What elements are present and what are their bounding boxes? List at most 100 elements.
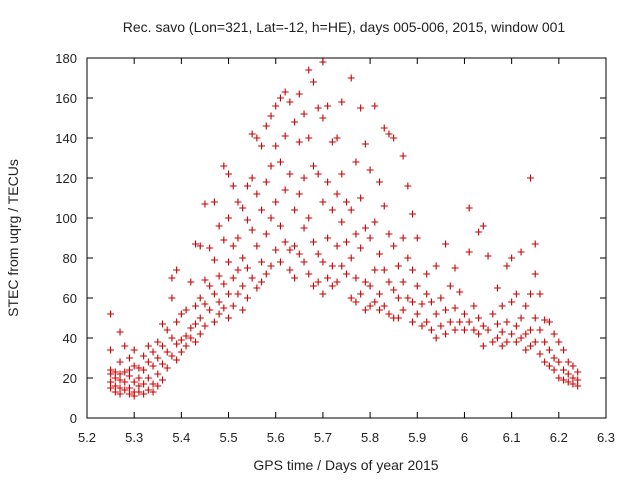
data-point <box>451 304 459 312</box>
data-point <box>357 104 365 112</box>
data-point <box>465 318 473 326</box>
data-point <box>206 306 214 314</box>
data-point <box>409 318 417 326</box>
data-point <box>357 194 365 202</box>
data-point <box>309 238 317 246</box>
data-point <box>309 78 317 86</box>
data-point <box>333 242 341 250</box>
data-point <box>187 324 195 332</box>
data-point <box>333 190 341 198</box>
data-point <box>361 140 369 148</box>
data-point <box>229 182 237 190</box>
data-point <box>432 334 440 342</box>
data-point <box>390 286 398 294</box>
data-point <box>569 374 577 382</box>
data-point <box>479 322 487 330</box>
data-point <box>328 282 336 290</box>
data-point <box>531 314 539 322</box>
data-point <box>555 374 563 382</box>
data-point <box>125 366 133 374</box>
data-point <box>149 388 157 396</box>
data-point <box>234 266 242 274</box>
data-point <box>522 346 530 354</box>
data-point <box>333 134 341 142</box>
data-point <box>305 134 313 142</box>
data-point <box>116 358 124 366</box>
data-point <box>564 358 572 366</box>
data-point <box>210 256 218 264</box>
data-point <box>564 378 572 386</box>
data-point <box>451 326 459 334</box>
data-point <box>291 242 299 250</box>
data-point <box>121 342 129 350</box>
data-point <box>390 242 398 250</box>
data-point <box>456 318 464 326</box>
y-tick-label: 160 <box>55 91 77 106</box>
data-point <box>437 322 445 330</box>
data-point <box>144 358 152 366</box>
data-point <box>404 294 412 302</box>
data-point <box>272 246 280 254</box>
data-point <box>314 170 322 178</box>
chart-title: Rec. savo (Lon=321, Lat=-12, h=HE), days… <box>123 19 566 35</box>
data-point <box>536 326 544 334</box>
data-point <box>309 162 317 170</box>
data-point <box>253 242 261 250</box>
data-point <box>206 282 214 290</box>
data-point <box>371 218 379 226</box>
data-point <box>215 222 223 230</box>
data-point <box>276 94 284 102</box>
data-point <box>130 362 138 370</box>
data-point <box>574 376 582 384</box>
data-point <box>295 138 303 146</box>
data-point <box>149 380 157 388</box>
data-point <box>347 254 355 262</box>
data-point <box>158 360 166 368</box>
data-point <box>173 356 181 364</box>
data-point <box>328 206 336 214</box>
x-tick-label: 5.5 <box>220 430 238 445</box>
data-point <box>314 278 322 286</box>
data-point <box>413 310 421 318</box>
data-point <box>531 240 539 248</box>
data-point <box>300 174 308 182</box>
y-tick-label: 80 <box>63 251 77 266</box>
data-point <box>300 110 308 118</box>
data-point <box>503 338 511 346</box>
data-point <box>536 350 544 358</box>
data-point <box>149 348 157 356</box>
data-point <box>503 262 511 270</box>
data-point <box>333 278 341 286</box>
data-point <box>291 274 299 282</box>
data-point <box>163 364 171 372</box>
data-point <box>541 338 549 346</box>
data-point <box>130 346 138 354</box>
data-point <box>116 328 124 336</box>
data-point <box>225 290 233 298</box>
data-point <box>300 258 308 266</box>
data-point <box>173 266 181 274</box>
data-point <box>305 214 313 222</box>
data-point <box>192 320 200 328</box>
data-point <box>234 234 242 242</box>
data-point <box>286 246 294 254</box>
data-point <box>328 262 336 270</box>
data-point <box>206 244 214 252</box>
data-point <box>168 274 176 282</box>
x-tick-label: 5.6 <box>267 430 285 445</box>
data-point <box>210 290 218 298</box>
data-point <box>281 238 289 246</box>
data-point <box>319 114 327 122</box>
data-point <box>140 380 148 388</box>
data-point <box>531 338 539 346</box>
data-point <box>229 302 237 310</box>
data-point <box>423 290 431 298</box>
data-point <box>295 190 303 198</box>
data-point <box>116 370 124 378</box>
data-point <box>366 302 374 310</box>
data-point <box>357 244 365 252</box>
data-point <box>154 370 162 378</box>
data-point <box>107 346 115 354</box>
data-point <box>366 282 374 290</box>
